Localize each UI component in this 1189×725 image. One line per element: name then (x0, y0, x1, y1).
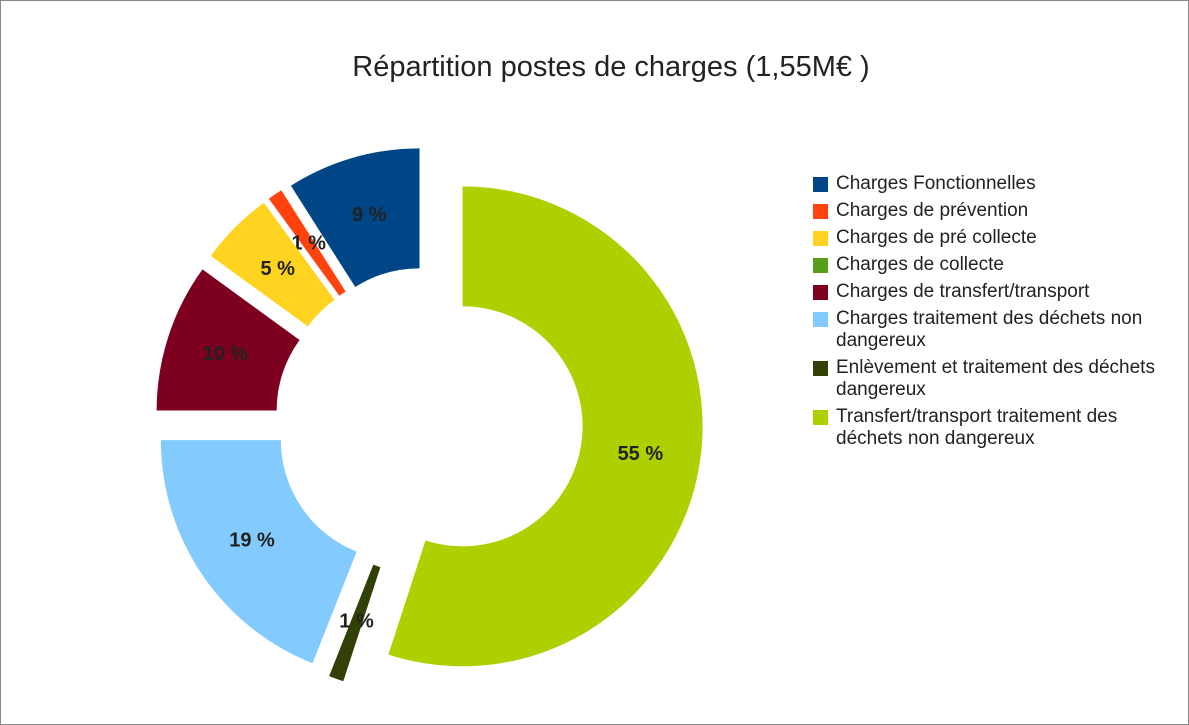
donut-segment (160, 440, 357, 664)
legend-item: Enlèvement et traitement des déchets dan… (813, 357, 1163, 401)
data-label: 10 % (203, 343, 249, 365)
donut-segment (329, 564, 381, 682)
legend-swatch (813, 231, 828, 246)
legend-swatch (813, 177, 828, 192)
legend-label: Charges de transfert/transport (836, 281, 1090, 302)
legend-item: Charges Fonctionnelles (813, 173, 1163, 195)
legend-label: Transfert/transport traitement des déche… (836, 406, 1118, 449)
legend-item: Transfert/transport traitement des déche… (813, 406, 1163, 450)
donut-segment (290, 148, 420, 288)
legend-label: Charges de prévention (836, 200, 1029, 221)
legend-swatch (813, 410, 828, 425)
legend-swatch (813, 361, 828, 376)
legend-label: Enlèvement et traitement des déchets dan… (836, 357, 1155, 400)
legend: Charges Fonctionnelles Charges de prévent… (813, 173, 1163, 455)
donut-segment (388, 186, 703, 667)
legend-item: Charges de pré collecte (813, 227, 1163, 249)
donut-segment (156, 269, 300, 411)
legend-item: Charges de transfert/transport (813, 281, 1163, 303)
legend-label: Charges traitement des déchets non dange… (836, 308, 1143, 351)
data-label: 5 % (260, 258, 295, 280)
donut-segment (210, 202, 335, 327)
data-label: 19 % (229, 530, 275, 552)
chart-title: Répartition postes de charges (1,55M€ ) (352, 51, 869, 83)
data-label: 1 % (291, 232, 326, 254)
donut-segment (268, 190, 346, 296)
legend-label: Charges Fonctionnelles (836, 173, 1036, 194)
data-label: 9 % (352, 204, 387, 226)
legend-label: Charges de collecte (836, 254, 1004, 275)
legend-swatch (813, 312, 828, 327)
legend-swatch (813, 204, 828, 219)
legend-item: Charges traitement des déchets non dange… (813, 308, 1163, 352)
data-label: 55 % (618, 443, 664, 465)
legend-label: Charges de pré collecte (836, 227, 1037, 248)
legend-swatch (813, 285, 828, 300)
legend-item: Charges de collecte (813, 254, 1163, 276)
legend-item: Charges de prévention (813, 200, 1163, 222)
legend-swatch (813, 258, 828, 273)
data-label: 1 % (339, 611, 374, 633)
